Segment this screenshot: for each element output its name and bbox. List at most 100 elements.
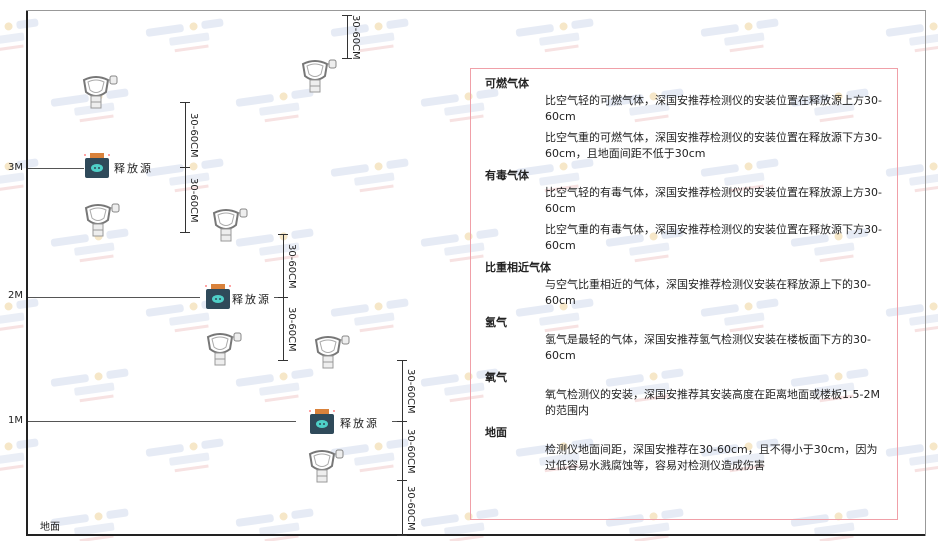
note-text: 氢气是最轻的气体，深国安推荐氢气检测仪安装在楼板面下方的30-60cm	[545, 333, 871, 362]
watermark-logo	[698, 294, 792, 340]
gas-detector-icon	[297, 58, 337, 94]
dimension-tick	[342, 58, 352, 59]
watermark-logo	[233, 224, 327, 270]
dimension-line	[283, 234, 284, 297]
dimension-label: 30-60CM	[350, 14, 361, 60]
gas-detector-icon	[310, 334, 350, 370]
note-section: 比重相近气体与空气比重相近的气体，深国安推荐检测仪安装在释放源上下的30-60c…	[485, 259, 885, 309]
note-section: 氧气氧气检测仪的安装，深国安推荐其安装高度在距离地面或楼板1.5-2M的范围内	[485, 369, 885, 419]
watermark-logo	[513, 434, 607, 480]
watermark-logo	[143, 154, 237, 200]
watermark-logo	[48, 504, 142, 541]
watermark-logo	[233, 504, 327, 541]
watermark-logo	[418, 224, 512, 270]
dimension-line	[402, 480, 403, 535]
note-text: 检测仪地面间距，深国安推荐在30-60cm，且不得小于30cm，因为过低容易水溅…	[545, 443, 878, 472]
dimension-line	[185, 102, 186, 167]
watermark-logo	[48, 84, 142, 130]
note-text: 比空气重的可燃气体，深国安推荐检测仪的安装位置在释放源下方30-60cm，且地面…	[545, 131, 882, 160]
frame-top	[26, 10, 926, 11]
dimension-label: 30-60CM	[405, 485, 416, 531]
level-3m: 3M	[8, 162, 23, 173]
note-text: 比空气轻的有毒气体，深国安推荐检测仪的安装位置在释放源上方30-60cm	[545, 186, 882, 215]
notes-panel: 可燃气体比空气轻的可燃气体，深国安推荐检测仪的安装位置在释放源上方30-60cm…	[470, 68, 898, 520]
dimension-tick	[397, 535, 407, 536]
gas-detector-icon	[78, 74, 118, 110]
gas-detector-icon	[304, 448, 344, 484]
watermark-logo	[698, 14, 792, 60]
level-2m: 2M	[8, 290, 23, 301]
watermark-logo	[603, 84, 697, 130]
dimension-tick	[397, 360, 407, 361]
watermark-logo	[698, 154, 792, 200]
watermark-logo	[788, 224, 882, 270]
release-source-icon	[83, 153, 111, 179]
level-1m: 1M	[8, 415, 23, 426]
release-source-icon	[204, 284, 232, 310]
note-text: 氧气检测仪的安装，深国安推荐其安装高度在距离地面或楼板1.5-2M的范围内	[545, 388, 880, 417]
watermark-logo	[328, 434, 422, 480]
note-text: 比空气轻的可燃气体，深国安推荐检测仪的安装位置在释放源上方30-60cm	[545, 94, 882, 123]
watermark-logo	[788, 84, 882, 130]
note-section: 有毒气体比空气轻的有毒气体，深国安推荐检测仪的安装位置在释放源上方30-60cm…	[485, 167, 885, 254]
note-heading: 可燃气体	[485, 77, 529, 90]
dimension-label: 30-60CM	[405, 368, 416, 414]
watermark-logo	[788, 504, 882, 541]
frame-right	[925, 10, 926, 536]
floor-label: 地面	[40, 522, 60, 533]
watermark-logo	[328, 14, 422, 60]
watermark-logo	[883, 14, 938, 60]
dimension-label: 30-60CM	[286, 306, 297, 352]
dimension-tick	[278, 360, 288, 361]
watermark-logo	[0, 294, 52, 340]
dimension-label: 30-60CM	[188, 112, 199, 158]
watermark-logo	[513, 14, 607, 60]
note-section: 地面检测仪地面间距，深国安推荐在30-60cm，且不得小于30cm，因为过低容易…	[485, 424, 885, 474]
gas-detector-icon	[80, 202, 120, 238]
watermark-logo	[48, 224, 142, 270]
watermark-logo	[698, 434, 792, 480]
dimension-line	[347, 15, 348, 58]
note-heading: 地面	[485, 426, 507, 439]
level-line	[28, 421, 296, 422]
source-label: 释放源	[340, 417, 379, 430]
dimension-tick	[397, 421, 407, 422]
note-heading: 有毒气体	[485, 169, 529, 182]
note-text: 与空气比重相近的气体，深国安推荐检测仪安装在释放源上下的30-60cm	[545, 278, 871, 307]
dimension-label: 30-60CM	[286, 243, 297, 289]
watermark-logo	[233, 84, 327, 130]
frame-bottom	[26, 534, 926, 536]
watermark-logo	[883, 154, 938, 200]
dimension-tick	[278, 297, 288, 298]
level-line	[28, 297, 200, 298]
dimension-label: 30-60CM	[188, 177, 199, 223]
dimension-line	[402, 360, 403, 421]
watermark-logo	[513, 154, 607, 200]
gas-detector-icon	[202, 331, 242, 367]
level-line	[28, 168, 84, 169]
note-heading: 氧气	[485, 371, 507, 384]
watermark-logo	[233, 364, 327, 410]
dimension-tick	[180, 102, 190, 103]
watermark-logo	[328, 294, 422, 340]
frame-left	[26, 10, 28, 536]
dimension-line	[402, 421, 403, 480]
dimension-label: 30-60CM	[405, 428, 416, 474]
dimension-tick	[180, 167, 190, 168]
dimension-tick	[180, 232, 190, 233]
dimension-tick	[397, 480, 407, 481]
watermark-logo	[883, 434, 938, 480]
note-heading: 比重相近气体	[485, 261, 551, 274]
watermark-logo	[603, 364, 697, 410]
source-label: 释放源	[114, 162, 153, 175]
watermark-logo	[328, 154, 422, 200]
watermark-logo	[48, 364, 142, 410]
watermark-logo	[143, 434, 237, 480]
dimension-line	[283, 297, 284, 360]
watermark-logo	[513, 294, 607, 340]
note-text: 比空气重的有毒气体，深国安推荐检测仪的安装位置在释放源下方30-60cm	[545, 223, 882, 252]
watermark-logo	[418, 364, 512, 410]
watermark-logo	[603, 224, 697, 270]
watermark-logo	[603, 504, 697, 541]
